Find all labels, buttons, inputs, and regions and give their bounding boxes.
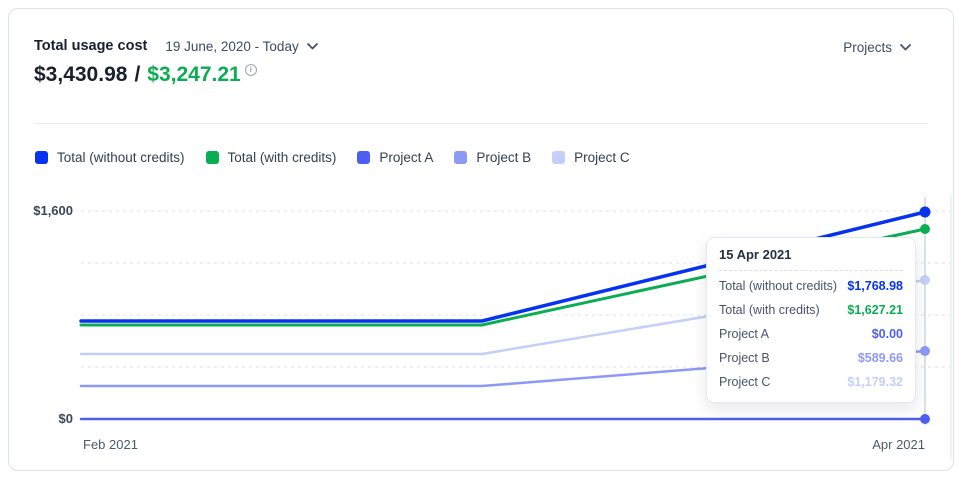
legend-label: Total (with credits)	[227, 150, 337, 165]
tooltip-value: $0.00	[871, 327, 903, 341]
total-amounts: $3,430.98 / $3,247.21 i	[34, 63, 257, 87]
hover-dot-project-a	[920, 414, 930, 424]
usage-cost-card: Total usage cost 19 June, 2020 - Today P…	[8, 8, 954, 471]
tooltip-label: Total (with credits)	[719, 303, 820, 317]
tooltip-value: $589.66	[857, 351, 903, 365]
date-range-dropdown[interactable]: 19 June, 2020 - Today	[165, 38, 318, 54]
legend-item-project-a[interactable]: Project A	[357, 150, 433, 165]
legend-item-total-without-credits[interactable]: Total (without credits)	[35, 150, 185, 165]
legend-item-project-c[interactable]: Project C	[552, 150, 630, 165]
hover-dot-project-c	[920, 275, 930, 285]
tooltip-row-project-c: Project C $1,179.32	[719, 370, 903, 394]
tooltip-row-total-without-credits: Total (without credits) $1,768.98	[719, 274, 903, 298]
amount-without-credits: $3,430.98	[34, 63, 128, 86]
x-axis-tick-left: Feb 2021	[83, 437, 138, 452]
tooltip-label: Project A	[719, 327, 770, 341]
projects-dropdown-label: Projects	[843, 40, 892, 55]
projects-dropdown[interactable]: Projects	[843, 40, 911, 55]
tooltip-label: Project C	[719, 375, 771, 389]
tooltip-date: 15 Apr 2021	[719, 247, 903, 271]
tooltip-label: Total (without credits)	[719, 279, 838, 293]
header-divider	[34, 123, 928, 124]
tooltip-row-total-with-credits: Total (with credits) $1,627.21	[719, 298, 903, 322]
chart-legend: Total (without credits) Total (with cred…	[35, 150, 630, 165]
gridlines	[81, 210, 951, 368]
legend-label: Project A	[379, 150, 434, 165]
legend-label: Project C	[574, 150, 630, 165]
tooltip-value: $1,179.32	[847, 375, 903, 389]
chevron-down-icon	[306, 42, 318, 49]
legend-label: Total (without credits)	[57, 150, 185, 165]
chart-tooltip: 15 Apr 2021 Total (without credits) $1,7…	[706, 237, 916, 403]
legend-item-project-b[interactable]: Project B	[454, 150, 531, 165]
legend-swatch	[552, 151, 566, 164]
amount-separator: /	[134, 63, 141, 86]
legend-swatch	[357, 151, 371, 164]
chevron-down-icon	[900, 44, 911, 51]
amount-with-credits: $3,247.21	[147, 63, 241, 86]
legend-swatch	[205, 151, 219, 164]
tooltip-row-project-a: Project A $0.00	[719, 322, 903, 346]
x-axis-tick-right: Apr 2021	[872, 437, 925, 452]
hover-dot-total-without-credits	[919, 206, 931, 218]
legend-swatch	[35, 151, 48, 164]
y-axis-tick-bottom: $0	[58, 411, 73, 426]
date-range-value: 19 June, 2020 - Today	[165, 38, 299, 54]
tooltip-row-project-b: Project B $589.66	[719, 346, 903, 370]
legend-item-total-with-credits[interactable]: Total (with credits)	[205, 150, 337, 165]
tooltip-value: $1,627.21	[847, 303, 903, 317]
info-icon[interactable]: i	[244, 64, 257, 76]
legend-swatch	[454, 151, 468, 164]
tooltip-value: $1,768.98	[847, 279, 903, 293]
hover-dot-total-with-credits	[920, 224, 930, 234]
tooltip-label: Project B	[719, 351, 770, 365]
tooltip-rows: Total (without credits) $1,768.98 Total …	[719, 274, 903, 394]
card-header: Total usage cost 19 June, 2020 - Today	[34, 38, 318, 54]
page-title: Total usage cost	[34, 38, 148, 54]
legend-label: Project B	[476, 150, 532, 165]
hover-dot-project-b	[920, 346, 930, 356]
y-axis-tick-top: $1,600	[33, 203, 73, 218]
